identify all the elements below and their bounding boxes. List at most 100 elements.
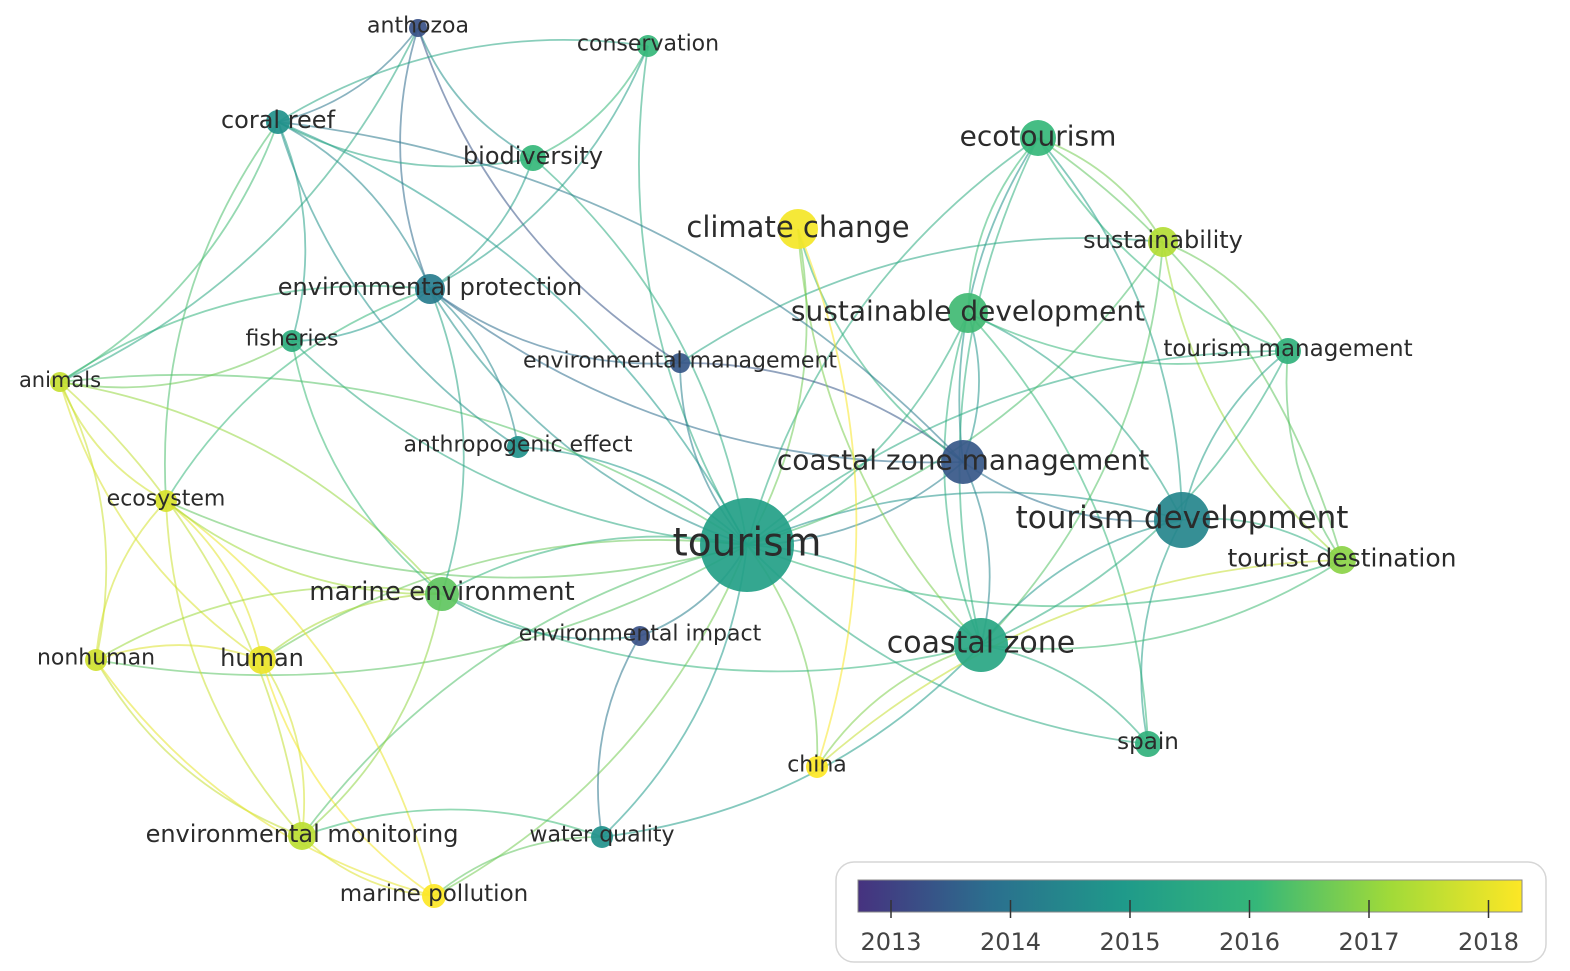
node-tourist-destination[interactable]	[1328, 546, 1356, 574]
node-sustainable-development[interactable]	[948, 293, 988, 333]
node-label-climate-change: climate change	[686, 210, 909, 244]
node-nonhuman[interactable]	[85, 649, 107, 671]
link-anthropogenic_effect-coral_reef	[277, 121, 519, 448]
node-coastal-zone-management[interactable]	[941, 440, 985, 484]
node-tourism-management[interactable]	[1275, 338, 1301, 364]
node-climate-change[interactable]	[778, 209, 818, 249]
link-tourism-sustainability	[746, 241, 1164, 546]
link-ecosystem-human	[165, 500, 263, 661]
link-environmental_monitoring-water_quality	[301, 808, 603, 838]
link-environmental_monitoring-marine_environment	[301, 593, 443, 837]
link-sustainability-coastal_zone	[980, 241, 1164, 646]
link-tourism-tourism_management	[746, 350, 1289, 546]
link-tourism_development-spain	[1140, 519, 1183, 745]
link-ecosystem-nonhuman	[95, 500, 167, 661]
year-colorbar: 2013 2014 2015 2016 2017 2018	[835, 861, 1547, 963]
link-sustainability-tourist_destination	[1162, 241, 1343, 561]
node-environmental-protection[interactable]	[415, 274, 445, 304]
link-coral_reef-ecosystem	[164, 121, 279, 502]
link-ecotourism-coastal_zone	[958, 137, 1039, 646]
node-label-marine-environment: marine environment	[309, 577, 575, 607]
node-layer	[50, 19, 1356, 908]
node-label-tourism-management: tourism management	[1163, 336, 1412, 362]
link-ecotourism-sustainability	[1037, 137, 1164, 243]
node-conservation[interactable]	[637, 35, 659, 57]
link-marine_pollution-water_quality	[433, 836, 603, 897]
colorbar-tick-label: 2013	[860, 928, 921, 956]
link-nonhuman-environmental_monitoring	[95, 659, 303, 837]
node-label-tourist-destination: tourist destination	[1227, 544, 1456, 573]
link-sustainability-tourism_management	[1162, 241, 1289, 352]
link-tourism-water_quality	[601, 544, 748, 838]
node-water-quality[interactable]	[591, 826, 613, 848]
link-tourism_management-tourist_destination	[1285, 350, 1343, 561]
link-ecotourism-coastal_zone_management	[958, 137, 1039, 463]
link-coastal_zone_management-climate_change	[797, 228, 964, 463]
node-label-nonhuman: nonhuman	[37, 646, 155, 671]
link-tourism-spain	[746, 544, 1149, 745]
colorbar-tick-label: 2018	[1458, 928, 1519, 956]
link-coastal_zone-tourist_destination	[980, 559, 1343, 650]
node-human[interactable]	[248, 646, 276, 674]
node-label-animals: animals	[19, 368, 101, 392]
link-nonhuman-human	[95, 644, 263, 661]
node-label-china: china	[787, 753, 847, 778]
node-spain[interactable]	[1135, 731, 1161, 757]
node-label-coastal-zone-management: coastal zone management	[777, 444, 1149, 477]
link-ecosystem-marine_environment	[165, 500, 443, 595]
link-fisheries-coral_reef	[277, 121, 307, 342]
link-ecotourism-tourism_development	[1037, 137, 1183, 521]
link-anthozoa-biodiversity	[417, 27, 534, 159]
colorbar-gradient	[857, 879, 1523, 913]
node-sustainability[interactable]	[1148, 227, 1178, 257]
node-animals[interactable]	[50, 372, 70, 392]
node-label-anthropogenic-effect: anthropogenic effect	[403, 433, 632, 458]
link-sustainable_development-coastal_zone	[943, 312, 982, 646]
link-tourism-ecosystem	[165, 500, 748, 579]
link-layer	[59, 27, 1343, 897]
link-ecosystem-marine_pollution	[165, 500, 435, 897]
node-china[interactable]	[806, 756, 828, 778]
link-animals-human	[59, 381, 263, 661]
node-coral-reef[interactable]	[266, 110, 290, 134]
node-anthropogenic-effect[interactable]	[507, 436, 529, 458]
node-fisheries[interactable]	[281, 330, 303, 352]
link-environmental_protection-fisheries	[291, 288, 431, 342]
node-ecotourism[interactable]	[1020, 120, 1056, 156]
link-tourism-biodiversity	[532, 157, 748, 546]
node-environmental-monitoring[interactable]	[288, 822, 316, 850]
node-environmental-management[interactable]	[670, 353, 690, 373]
link-animals-ecosystem	[59, 381, 167, 502]
link-marine_environment-fisheries	[291, 340, 443, 595]
node-environmental-impact[interactable]	[630, 626, 650, 646]
node-marine-pollution[interactable]	[422, 884, 446, 908]
link-tourism-animals	[59, 373, 748, 546]
link-coastal_zone_management-tourism_development	[962, 461, 1183, 523]
link-environmental_protection-animals	[59, 285, 431, 383]
link-tourism-environmental_monitoring	[301, 544, 748, 837]
link-china-climate_change	[797, 228, 858, 768]
node-tourism-development[interactable]	[1154, 492, 1210, 548]
node-tourism[interactable]	[700, 498, 794, 592]
link-environmental_protection-ecosystem	[165, 288, 431, 502]
link-coral_reef-coastal_zone_management	[277, 121, 964, 463]
node-label-environmental-impact: environmental impact	[519, 622, 762, 647]
link-sustainable_development-tourism_development	[967, 312, 1183, 521]
link-environmental_protection-marine_environment	[429, 288, 465, 595]
colorbar-ticks: 2013 2014 2015 2016 2017 2018	[860, 900, 1519, 956]
link-tourism-ecotourism	[746, 137, 1039, 546]
node-label-anthozoa: anthozoa	[367, 14, 469, 39]
link-environmental_protection-biodiversity	[429, 157, 534, 290]
node-label-spain: spain	[1117, 729, 1179, 755]
node-label-sustainable-development: sustainable development	[791, 295, 1145, 328]
link-coral_reef-animals	[59, 121, 279, 383]
node-marine-environment[interactable]	[425, 577, 459, 611]
node-label-tourism-development: tourism development	[1016, 500, 1349, 536]
node-coastal-zone[interactable]	[954, 618, 1008, 672]
link-ecotourism-tourism_management	[1037, 137, 1289, 352]
link-tourism-fisheries	[291, 340, 748, 546]
node-anthozoa[interactable]	[409, 19, 427, 37]
node-ecosystem[interactable]	[155, 490, 177, 512]
node-biodiversity[interactable]	[520, 145, 546, 171]
